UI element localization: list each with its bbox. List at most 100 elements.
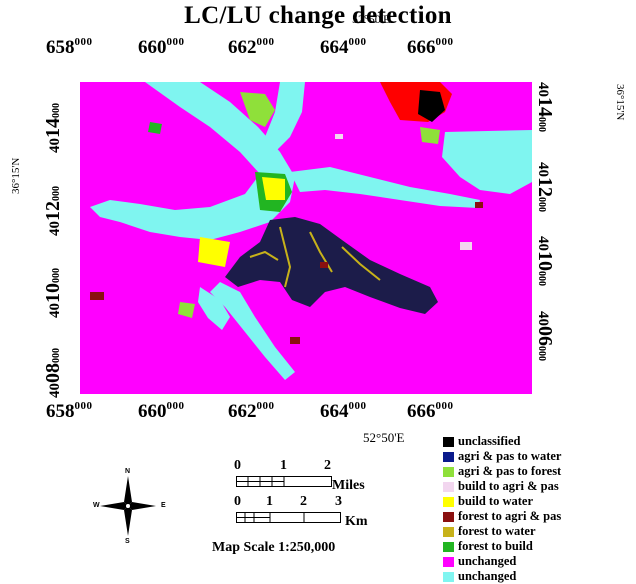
x-tick-prefix: 6 (138, 37, 148, 58)
north-arrow-compass-icon (100, 476, 156, 536)
scale-km-unit: Km (345, 514, 368, 529)
legend-label: agri & pas to forest (458, 464, 562, 478)
y-tick-major: 14 (42, 118, 64, 138)
x-tick-bottom: 666000 (407, 400, 454, 423)
y-tick-major: 12 (42, 201, 64, 221)
x-tick-major: 66 (416, 37, 436, 58)
x-tick-minor: 000 (74, 36, 93, 48)
y-tick-left: 4010000 (42, 268, 65, 318)
x-tick-bottom: 664000 (320, 400, 367, 423)
y-tick-major: 06 (534, 326, 556, 346)
y-tick-left: 4014000 (42, 103, 65, 153)
legend-swatch (443, 496, 454, 507)
x-tick-minor: 000 (256, 36, 275, 48)
y-tick-prefix: 40 (535, 311, 551, 326)
y-tick-prefix: 40 (47, 138, 63, 153)
build-to-agri-patch (460, 242, 472, 250)
legend-item: agri & pas to water (443, 449, 636, 464)
y-tick-minor: 000 (51, 268, 62, 283)
y-tick-prefix: 40 (535, 162, 551, 177)
legend-item: forest to water (443, 524, 636, 539)
river-cyan-northwest (90, 82, 295, 240)
x-tick-major: 66 (416, 401, 436, 422)
y-tick-major: 14 (534, 97, 556, 117)
legend-swatch (443, 511, 454, 522)
legend-label: build to water (458, 494, 533, 508)
x-tick-bottom: 658000 (46, 400, 93, 423)
legend-label: unclassified (458, 434, 521, 448)
scale-km-tick: 2 (300, 494, 307, 509)
x-tick-minor: 000 (166, 36, 185, 48)
build-to-agri-patch (335, 134, 343, 139)
legend-swatch (443, 436, 454, 447)
compass-east-label: E (161, 502, 166, 509)
legend-label: build to agri & pas (458, 479, 559, 493)
x-tick-major: 62 (237, 37, 257, 58)
x-tick-prefix: 6 (228, 37, 238, 58)
latitude-label-left: 36°15'N (10, 157, 22, 194)
x-tick-prefix: 6 (407, 37, 417, 58)
map-scale-text: Map Scale 1:250,000 (212, 540, 336, 555)
legend-swatch (443, 526, 454, 537)
build-to-water-yellow (262, 177, 285, 200)
scale-km-tick: 1 (266, 494, 273, 509)
scale-km-tick: 0 (234, 494, 241, 509)
forest-green-patch (420, 127, 440, 144)
x-tick-prefix: 6 (138, 401, 148, 422)
map-title: LC/LU change detection (184, 2, 452, 29)
x-tick-minor: 000 (348, 400, 367, 412)
legend-label: forest to agri & pas (458, 509, 562, 523)
x-tick-minor: 000 (74, 400, 93, 412)
y-tick-right: 4014000 (533, 82, 556, 132)
longitude-label-top: 52°50'E (352, 12, 391, 26)
scale-miles-unit: Miles (332, 478, 365, 493)
scale-km-tick: 3 (335, 494, 342, 509)
compass-north-label: N (125, 468, 131, 475)
km-scale-bar (236, 512, 341, 523)
compass-south-label: S (125, 538, 130, 545)
miles-scale-bar (236, 476, 332, 487)
y-tick-left: 4008000 (42, 348, 65, 398)
x-tick-prefix: 6 (228, 401, 238, 422)
y-tick-prefix: 40 (47, 221, 63, 236)
x-tick-bottom: 662000 (228, 400, 275, 423)
unclassified-black-northeast (418, 90, 445, 122)
x-tick-minor: 000 (256, 400, 275, 412)
legend-item: unclassified (443, 434, 636, 449)
legend-swatch (443, 571, 454, 582)
forest-to-agri-patch (290, 337, 300, 344)
y-tick-minor: 000 (536, 346, 547, 361)
x-tick-top: 658000 (46, 36, 93, 59)
x-tick-top: 662000 (228, 36, 275, 59)
x-tick-major: 58 (55, 37, 75, 58)
legend-label: unchanged (458, 569, 517, 583)
forest-to-agri-patch (320, 262, 328, 268)
x-tick-minor: 000 (166, 400, 185, 412)
water-cyan-northeast (442, 130, 532, 194)
y-tick-minor: 000 (536, 197, 547, 212)
forest-to-water-trace (249, 226, 381, 288)
x-tick-top: 660000 (138, 36, 185, 59)
reservoir-dark (225, 217, 438, 314)
y-tick-major: 12 (534, 177, 556, 197)
river-cyan-east (290, 167, 480, 208)
y-tick-prefix: 40 (535, 82, 551, 97)
forest-to-agri-patch (90, 292, 104, 300)
y-tick-minor: 000 (51, 103, 62, 118)
x-tick-prefix: 6 (320, 37, 330, 58)
x-tick-minor: 000 (435, 36, 454, 48)
x-tick-major: 64 (329, 37, 349, 58)
scale-miles-tick: 2 (324, 458, 331, 473)
x-tick-top: 664000 (320, 36, 367, 59)
y-tick-major: 10 (42, 283, 64, 303)
legend-swatch (443, 451, 454, 462)
x-tick-minor: 000 (435, 400, 454, 412)
river-cyan-southwest (198, 287, 230, 330)
x-tick-major: 60 (147, 401, 167, 422)
y-tick-major: 10 (534, 251, 556, 271)
scale-miles-tick: 1 (280, 458, 287, 473)
y-tick-right: 4010000 (533, 236, 556, 286)
legend-swatch (443, 556, 454, 567)
forest-green-patch (178, 302, 195, 318)
x-tick-prefix: 6 (46, 401, 56, 422)
